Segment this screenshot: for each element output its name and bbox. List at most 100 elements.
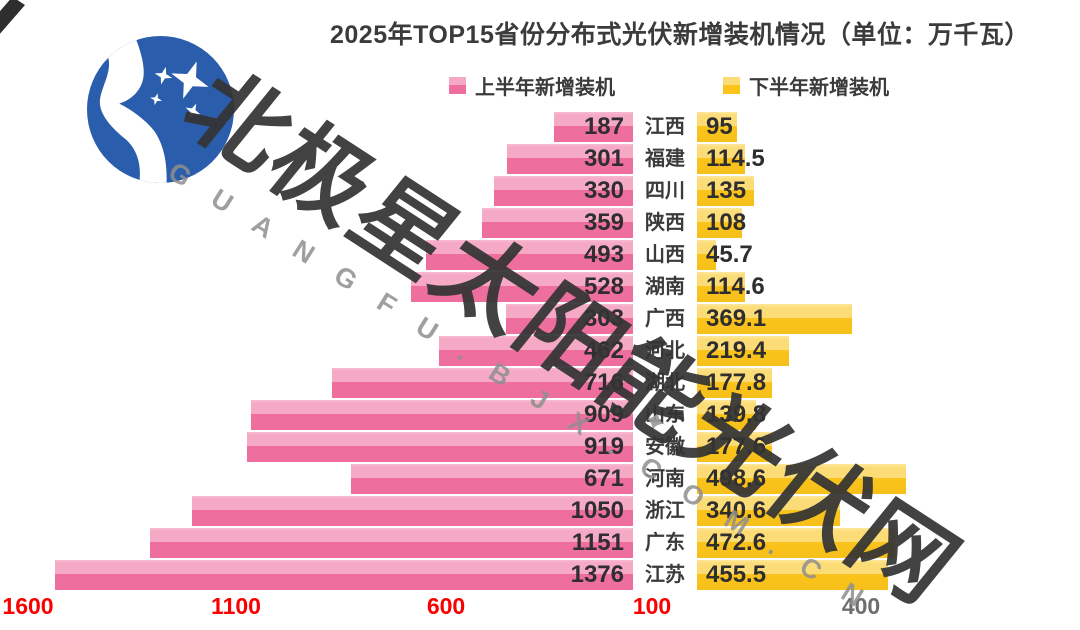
chart-row: 919 安徽 177.6 [0, 432, 1080, 462]
chart-row: 716 湖北 177.8 [0, 368, 1080, 398]
province-label: 广西 [645, 308, 685, 330]
province-label: 福建 [645, 148, 685, 170]
province-label: 山东 [645, 404, 685, 426]
province-label: 陕西 [645, 212, 685, 234]
chart-row: 528 湖南 114.6 [0, 272, 1080, 302]
province-label: 湖南 [645, 276, 685, 298]
logo-star-tiny-icon [185, 103, 201, 119]
first-half-value: 493 [583, 241, 624, 268]
x-axis-tick: 1100 [211, 593, 261, 619]
first-half-bar: 716 [332, 368, 633, 398]
watermark-fragment [0, 0, 48, 60]
second-half-legend-label: 下半年新增装机 [749, 77, 889, 99]
second-half-value: 177.8 [706, 369, 767, 396]
chart-row: 187 江西 95 [0, 112, 1080, 142]
second-half-bar: 108 [697, 208, 746, 238]
first-half-bar: 493 [426, 240, 633, 270]
legend-item-second-half: 下半年新增装机 [723, 71, 889, 100]
second-half-value: 95 [706, 113, 733, 140]
chart-row: 301 福建 114.5 [0, 144, 1080, 174]
logo-swoosh [87, 36, 167, 183]
second-half-value: 498.6 [706, 465, 767, 492]
second-half-value: 114.5 [706, 145, 765, 172]
first-half-bar: 303 [506, 304, 633, 334]
second-half-bar: 135 [697, 176, 754, 206]
first-half-legend-label: 上半年新增装机 [475, 77, 615, 99]
chart-row: 359 陕西 108 [0, 208, 1080, 238]
first-half-bar: 1050 [192, 496, 633, 526]
second-half-value: 177.6 [706, 433, 767, 460]
legend-item-first-half: 上半年新增装机 [449, 71, 615, 100]
second-half-value: 219.4 [706, 337, 767, 364]
first-half-bar: 462 [439, 336, 633, 366]
x-axis-tick: 100 [632, 593, 672, 619]
second-half-bar: 472.6 [697, 528, 895, 558]
polaris-star-logo-icon [87, 36, 234, 183]
second-half-bar: 498.6 [697, 464, 906, 494]
chart-row: 462 河北 219.4 [0, 336, 1080, 366]
first-half-value: 359 [583, 209, 624, 236]
chart-row: 1376 江苏 455.5 [0, 560, 1080, 590]
first-half-bar: 919 [247, 432, 633, 462]
first-half-bar: 330 [494, 176, 633, 206]
first-half-value: 919 [583, 433, 624, 460]
second-half-value: 135 [706, 177, 747, 204]
second-half-swatch [723, 77, 740, 94]
province-label: 浙江 [645, 500, 685, 522]
first-half-value: 909 [583, 401, 624, 428]
second-half-bar: 219.4 [697, 336, 789, 366]
first-half-bar: 909 [251, 400, 633, 430]
second-half-value: 472.6 [706, 529, 767, 556]
second-half-bar: 455.5 [697, 560, 888, 590]
province-label: 湖北 [645, 372, 685, 394]
first-half-bar: 359 [482, 208, 633, 238]
chart-row: 1050 浙江 340.6 [0, 496, 1080, 526]
second-half-bar: 139.8 [697, 400, 766, 430]
logo-star-medium-icon [154, 66, 173, 85]
second-half-bar: 369.1 [697, 304, 852, 334]
province-label: 山西 [645, 244, 685, 266]
first-half-bar: 1151 [150, 528, 633, 558]
province-label: 四川 [645, 180, 685, 202]
first-half-bar: 187 [554, 112, 633, 142]
first-half-swatch [449, 77, 466, 94]
first-half-bar: 528 [411, 272, 633, 302]
first-half-bar: 671 [351, 464, 633, 494]
second-half-bar: 114.6 [697, 272, 765, 302]
second-half-value: 114.6 [706, 273, 765, 300]
first-half-value: 528 [583, 273, 624, 300]
second-half-value: 45.7 [706, 241, 753, 268]
x-axis-tick: 400 [841, 593, 881, 619]
province-label: 河北 [645, 340, 685, 362]
second-half-bar: 177.6 [697, 432, 772, 462]
chart-row: 493 山西 45.7 [0, 240, 1080, 270]
x-axis-tick: 1600 [2, 593, 54, 619]
logo-star-small-icon [150, 93, 163, 106]
first-half-value: 462 [583, 337, 624, 364]
chart-row: 1151 广东 472.6 [0, 528, 1080, 558]
first-half-value: 1050 [570, 497, 624, 524]
first-half-value: 330 [583, 177, 624, 204]
second-half-value: 369.1 [706, 305, 767, 332]
province-label: 安徽 [645, 436, 685, 458]
first-half-value: 671 [583, 465, 624, 492]
province-label: 广东 [645, 532, 685, 554]
chart-row: 330 四川 135 [0, 176, 1080, 206]
logo-star-large-icon [171, 61, 209, 99]
second-half-bar: 177.8 [697, 368, 772, 398]
brand-logo [87, 36, 234, 183]
province-label: 江西 [645, 116, 685, 138]
chart-row: 303 广西 369.1 [0, 304, 1080, 334]
x-axis-tick: 600 [426, 593, 466, 619]
second-half-value: 139.8 [706, 401, 767, 428]
second-half-value: 340.6 [706, 497, 767, 524]
first-half-value: 1151 [571, 529, 624, 556]
second-half-bar: 340.6 [697, 496, 840, 526]
chart-row: 671 河南 498.6 [0, 464, 1080, 494]
second-half-value: 108 [706, 209, 747, 236]
province-label: 江苏 [645, 564, 685, 586]
first-half-value: 303 [583, 305, 624, 332]
